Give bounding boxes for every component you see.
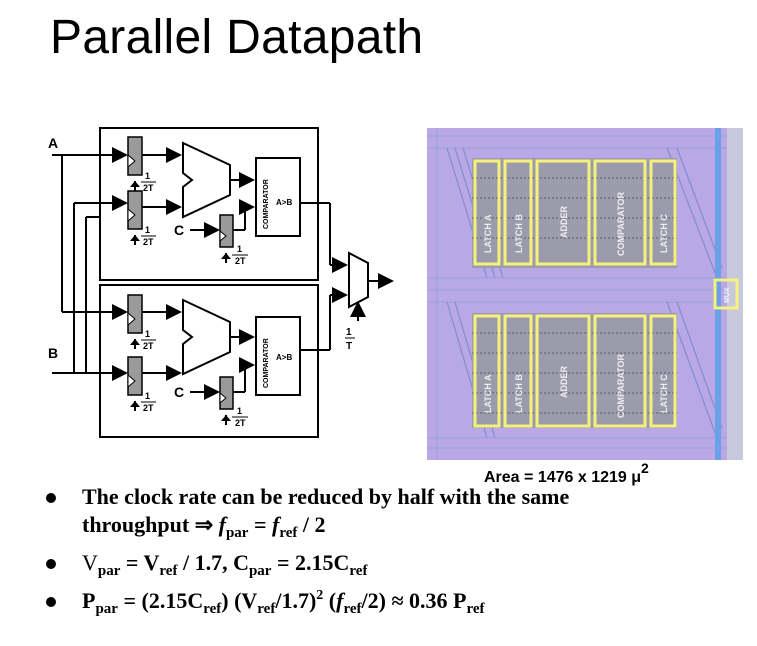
svg-text:1: 1 bbox=[145, 171, 150, 181]
lower-datapath-box bbox=[99, 284, 319, 438]
c-label-upper: C bbox=[174, 222, 184, 238]
svg-text:2T: 2T bbox=[235, 418, 246, 428]
svg-text:1: 1 bbox=[237, 244, 242, 254]
svg-text:1: 1 bbox=[346, 327, 352, 338]
svg-text:1: 1 bbox=[145, 225, 150, 235]
svg-text:2T: 2T bbox=[143, 237, 154, 247]
svg-text:2T: 2T bbox=[235, 256, 246, 266]
svg-text:1: 1 bbox=[145, 391, 150, 401]
svg-text:LATCH B: LATCH B bbox=[514, 374, 524, 413]
comparator-out-lower: A>B bbox=[276, 353, 292, 362]
svg-text:COMPARATOR: COMPARATOR bbox=[616, 192, 626, 256]
latch-b-block-lower bbox=[503, 314, 533, 428]
area-caption: Area = 1476 x 1219 μ2 bbox=[484, 460, 649, 486]
adder-block-lower bbox=[535, 314, 591, 428]
svg-text:LATCH C: LATCH C bbox=[659, 374, 669, 413]
svg-text:2T: 2T bbox=[143, 183, 154, 193]
svg-text:LATCH C: LATCH C bbox=[659, 214, 669, 253]
input-b-label: B bbox=[48, 345, 58, 361]
c-label-lower: C bbox=[174, 384, 184, 400]
output-mux bbox=[348, 251, 369, 309]
svg-text:1: 1 bbox=[237, 406, 242, 416]
page-title: Parallel Datapath bbox=[50, 11, 424, 64]
adder-block-upper bbox=[535, 159, 591, 266]
svg-text:LATCH B: LATCH B bbox=[514, 214, 524, 253]
svg-text:LATCH A: LATCH A bbox=[483, 214, 493, 253]
latch-a-block-upper bbox=[473, 159, 501, 266]
parallel-datapath-schematic: A B C C 1 2T 1 2T 1 2T 1 2T 1 2T 1 2T 1 … bbox=[48, 127, 394, 438]
svg-text:ADDER: ADDER bbox=[559, 205, 569, 238]
bullet-dot bbox=[46, 493, 56, 503]
mux-block bbox=[713, 278, 739, 310]
adder-lower bbox=[182, 298, 231, 376]
svg-text:LATCH A: LATCH A bbox=[483, 374, 493, 413]
register-b-upper bbox=[127, 190, 143, 230]
comparator-label-lower: COMPARATOR bbox=[263, 338, 270, 388]
svg-text:2T: 2T bbox=[143, 341, 154, 351]
comparator-label-upper: COMPARATOR bbox=[263, 179, 270, 229]
svg-text:ADDER: ADDER bbox=[559, 365, 569, 398]
register-a-lower bbox=[127, 294, 143, 334]
latch-a-block-lower bbox=[473, 314, 501, 428]
adder-upper bbox=[182, 141, 231, 219]
svg-text:1: 1 bbox=[145, 329, 150, 339]
svg-text:MUX: MUX bbox=[724, 287, 731, 303]
register-b-lower bbox=[127, 356, 143, 396]
bullet-dot bbox=[46, 597, 56, 607]
register-a-upper bbox=[127, 136, 143, 176]
svg-text:2T: 2T bbox=[143, 403, 154, 413]
comparator-block-upper bbox=[593, 159, 647, 266]
register-c-lower bbox=[219, 376, 234, 410]
latch-c-block-lower bbox=[649, 314, 677, 428]
svg-text:COMPARATOR: COMPARATOR bbox=[616, 354, 626, 418]
comparator-upper bbox=[255, 157, 301, 237]
comparator-lower bbox=[255, 316, 301, 396]
latch-c-block-upper bbox=[649, 159, 677, 266]
register-c-upper bbox=[219, 214, 234, 248]
svg-text:T: T bbox=[346, 341, 352, 352]
comparator-out-upper: A>B bbox=[276, 198, 292, 207]
input-a-label: A bbox=[48, 135, 58, 151]
latch-b-block-upper bbox=[503, 159, 533, 266]
comparator-block-lower bbox=[593, 314, 647, 428]
bullet-dot bbox=[46, 559, 56, 569]
chip-layout-image: LATCH A LATCH B ADDER COMPARATOR LATCH C… bbox=[427, 128, 743, 460]
